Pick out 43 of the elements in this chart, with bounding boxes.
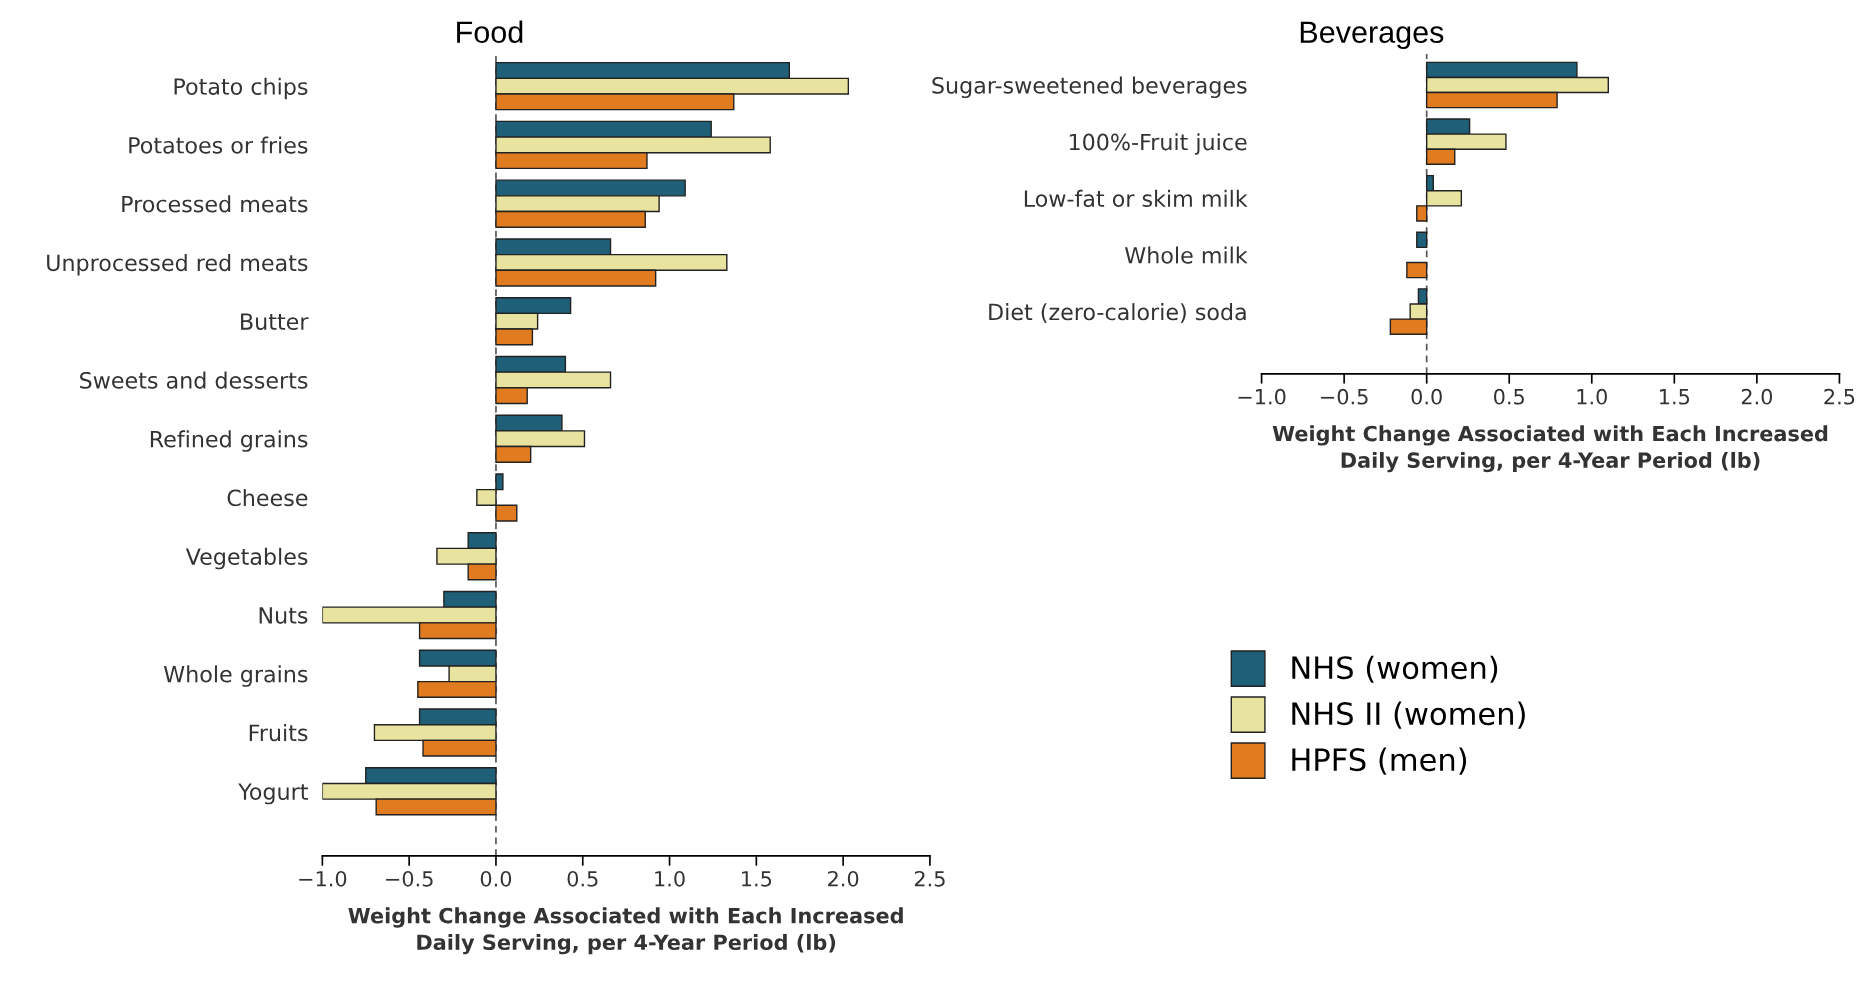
x-tick-label: 2.0 — [1741, 388, 1773, 405]
legend-label: NHS II (women) — [1292, 701, 1525, 729]
y-tick-label: Potatoes or fries — [129, 136, 308, 154]
x-tick-label: 1.0 — [655, 870, 685, 887]
bar — [1406, 261, 1428, 279]
x-tick-label: 1.0 — [1577, 388, 1607, 405]
bar — [1416, 231, 1428, 249]
y-tick-label: Fruits — [249, 724, 308, 742]
y-tick-label: Sweets and desserts — [80, 371, 308, 389]
y-tick-label: 100%-Fruit juice — [1069, 133, 1247, 155]
x-tick-label: 2.0 — [828, 870, 859, 887]
y-tick-label: Nuts — [259, 607, 308, 624]
y-tick-label: Potato chips — [174, 77, 308, 100]
y-tick-label: Low-fat or skim milk — [1024, 189, 1248, 208]
y-tick-label: Butter — [241, 313, 309, 330]
x-tick-label: −1.0 — [1238, 388, 1286, 405]
y-tick-label: Unprocessed red meats — [47, 254, 308, 276]
chart-title: Food — [457, 20, 523, 44]
x-tick-label: 2.5 — [914, 870, 945, 887]
y-tick-label: Sugar-sweetened beverages — [932, 76, 1247, 99]
x-tick-label: −1.0 — [299, 870, 347, 887]
y-tick-label: Refined grains — [150, 430, 308, 452]
x-tick-label: 0.5 — [1494, 388, 1524, 405]
legend-label: NHS (women) — [1292, 655, 1498, 683]
legend-label: HPFS (men) — [1292, 747, 1467, 775]
y-tick-label: Whole milk — [1125, 246, 1248, 264]
x-tick-label: −0.5 — [386, 870, 433, 887]
y-tick-label: Whole grains — [163, 665, 308, 687]
y-tick-label: Processed meats — [122, 195, 308, 213]
x-tick-label: 1.5 — [1660, 389, 1690, 405]
x-tick-label: 2.5 — [1824, 388, 1855, 405]
y-tick-label: Yogurt — [238, 783, 308, 805]
x-tick-label: 0.5 — [567, 870, 598, 887]
x-axis-title: Weight Change Associated with Each Increased Daily Serving, per 4-Year Period (lb) — [348, 907, 903, 955]
y-tick-label: Diet (zero-calorie) soda — [989, 303, 1246, 323]
x-tick-label: 1.5 — [742, 871, 772, 887]
x-tick-label: −0.5 — [1321, 388, 1368, 405]
y-tick-label: Vegetables — [185, 547, 308, 570]
x-tick-label: 0.0 — [480, 870, 512, 887]
y-tick-label: Cheese — [227, 489, 308, 507]
x-axis-title: Weight Change Associated with Each Increased Daily Serving, per 4-Year Period (lb) — [1272, 425, 1828, 473]
x-tick-label: 0.0 — [1411, 388, 1442, 405]
chart-title: Beverages — [1300, 21, 1444, 50]
